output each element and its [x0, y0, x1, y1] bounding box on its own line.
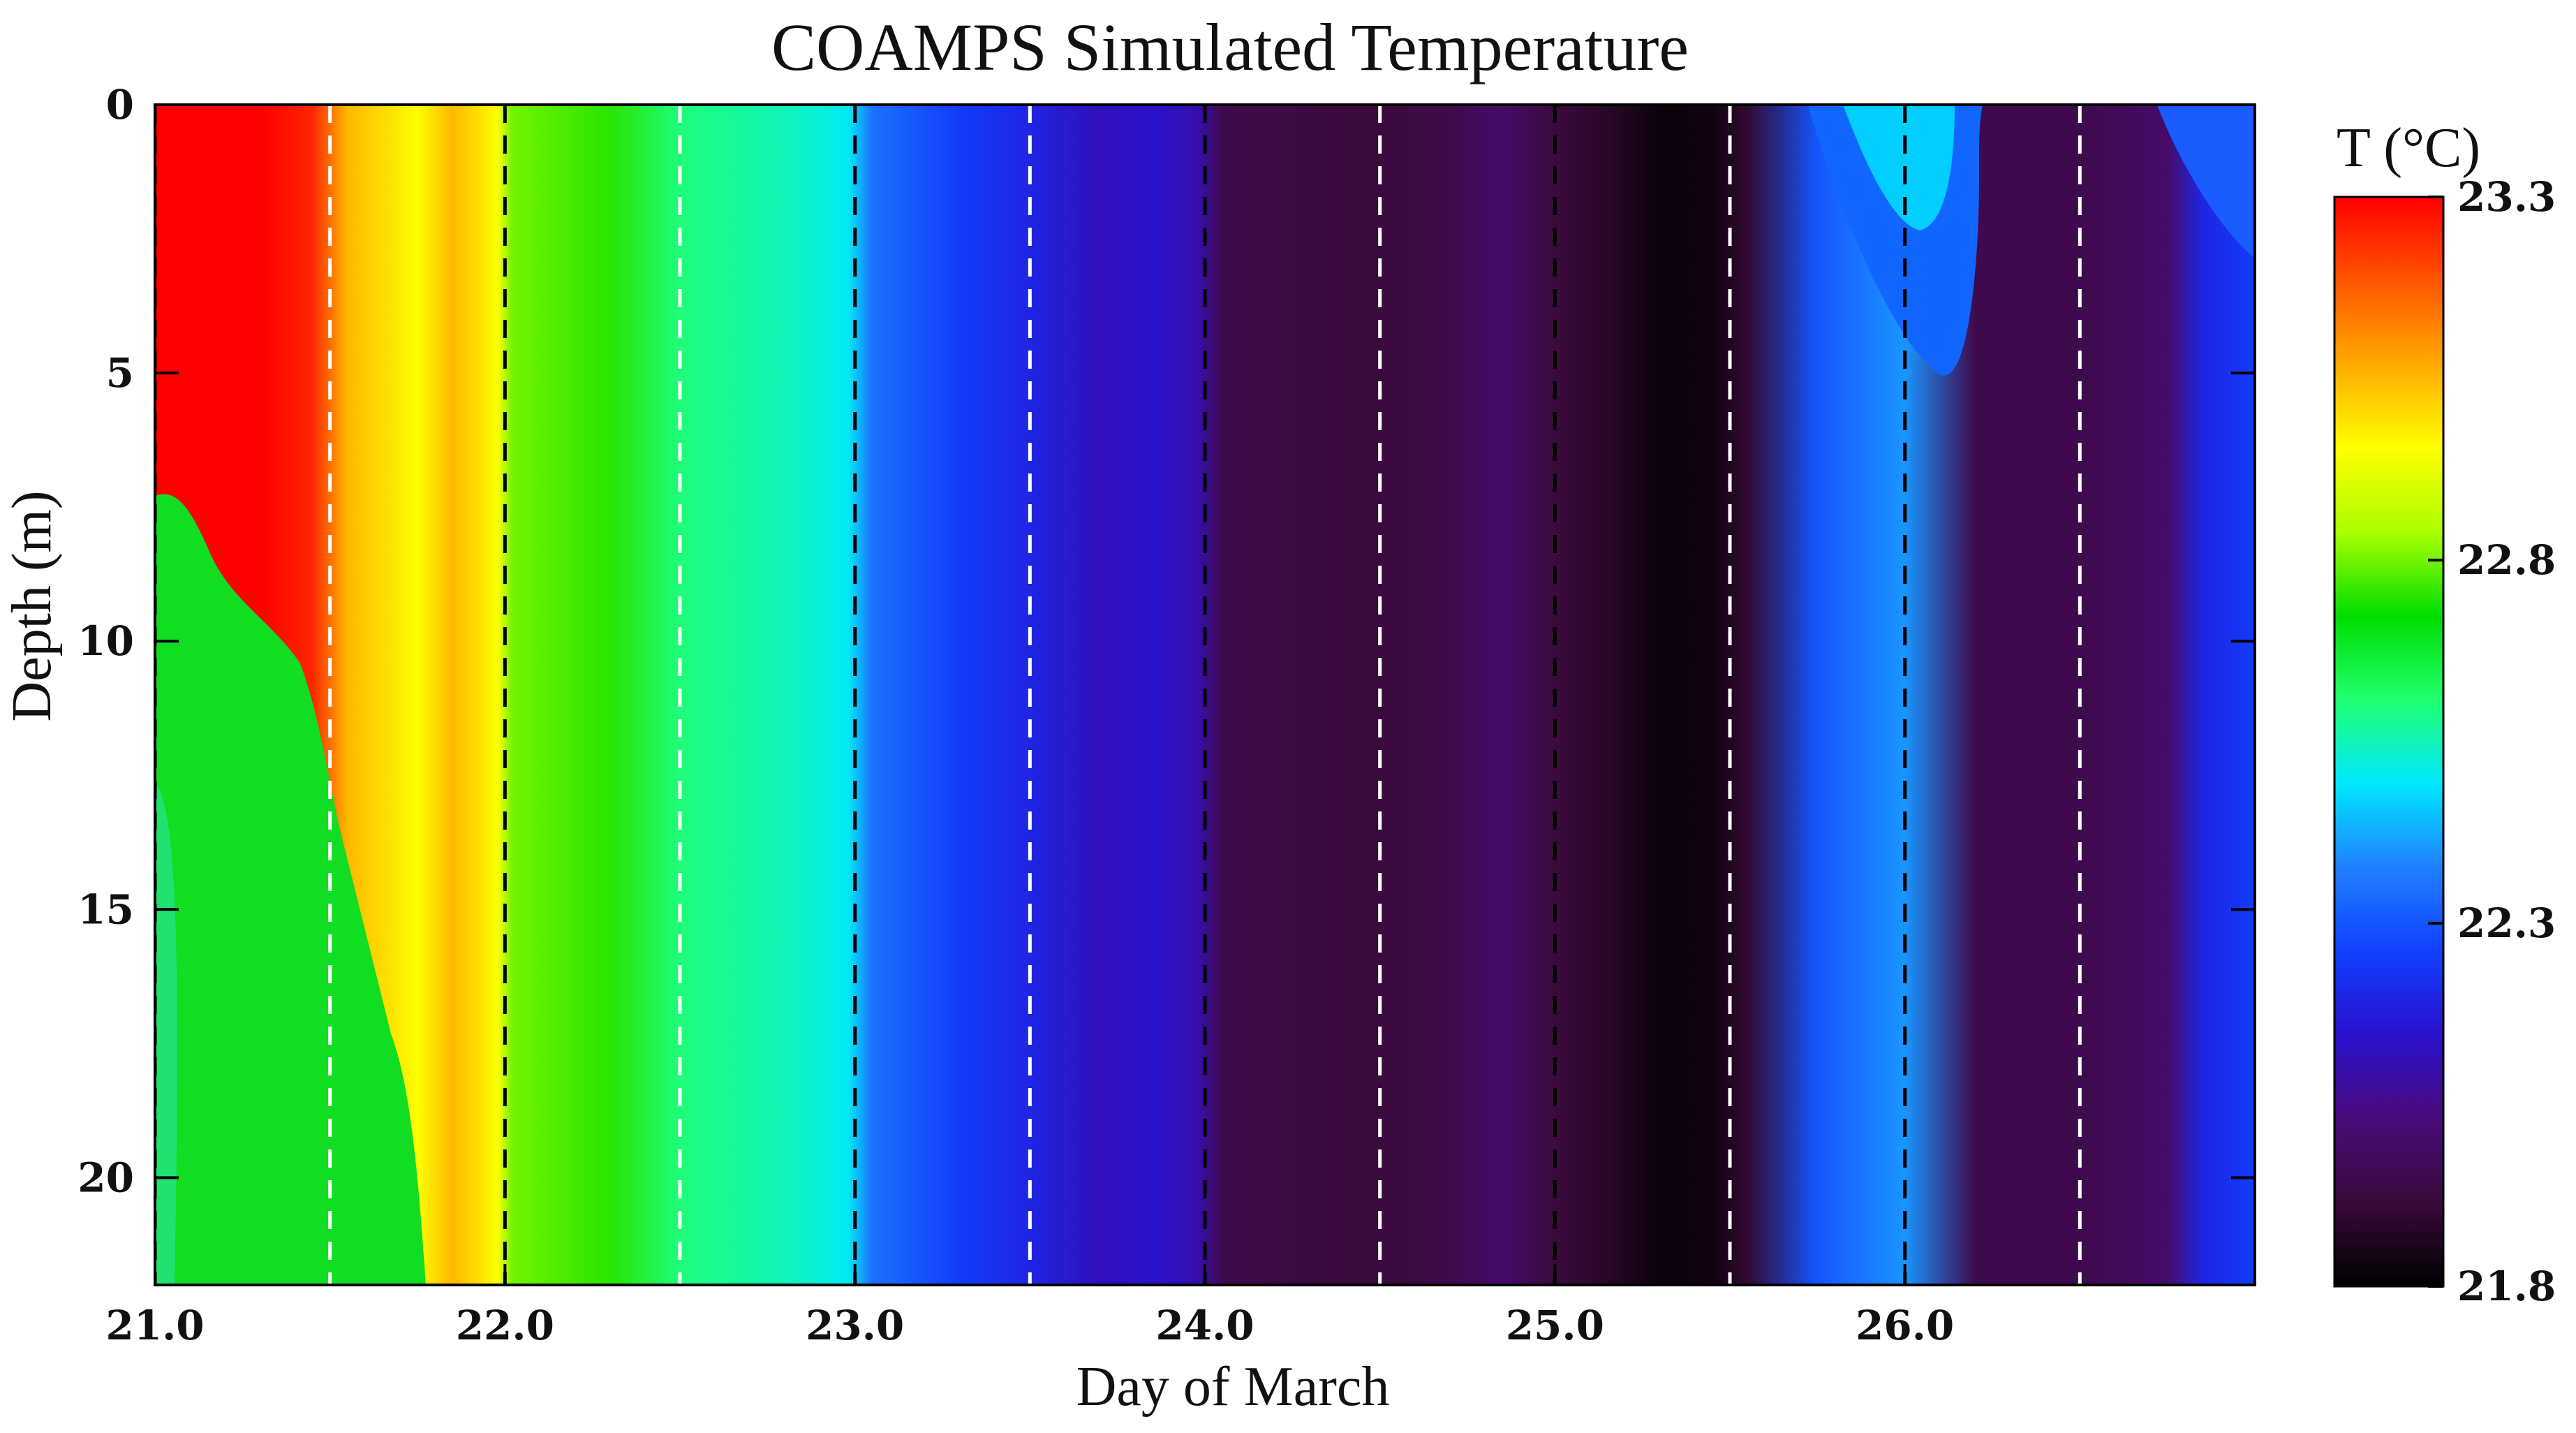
- x-tick-label: 24.0: [1155, 1302, 1254, 1349]
- y-tick-label: 15: [77, 885, 134, 933]
- colorbar-label: T (°C): [2337, 117, 2480, 179]
- x-tick-label: 23.0: [806, 1302, 904, 1349]
- y-tick-label: 10: [77, 617, 134, 665]
- colorbar-tick-label: 21.8: [2457, 1263, 2556, 1310]
- x-axis-label: Day of March: [1076, 1356, 1390, 1418]
- surface-cool-intrusion-core: [1843, 105, 1955, 230]
- colorbar-tick-label: 22.8: [2457, 536, 2556, 584]
- cool-lower-layer-edge: [155, 782, 177, 1285]
- x-tick-label: 21.0: [105, 1302, 204, 1349]
- y-axis-label: Depth (m): [1, 490, 63, 721]
- plot-area: [155, 105, 2255, 1285]
- colorbar-gradient: [2333, 196, 2445, 1288]
- x-tick-label: 26.0: [1856, 1302, 1954, 1349]
- colorbar-ticks: 23.3 22.8 22.3 21.8: [2428, 173, 2556, 1310]
- cool-lower-layer: [155, 494, 426, 1285]
- chart-title: COAMPS Simulated Temperature: [771, 10, 1689, 84]
- x-tick-label: 25.0: [1506, 1302, 1604, 1349]
- late-surface-intrusion: [2157, 105, 2255, 258]
- y-tick-label: 0: [106, 81, 134, 128]
- y-axis: 0 5 10 15 20: [77, 81, 2255, 1201]
- day-gridlines: [155, 105, 2082, 1285]
- colorbar: T (°C) 23.3 22.8 22.3 21.8: [2333, 117, 2556, 1310]
- x-tick-label: 22.0: [456, 1302, 554, 1349]
- subsurface-features: [155, 105, 2255, 1285]
- x-axis: 21.0 22.0 23.0 24.0 25.0 26.0: [105, 1264, 1954, 1349]
- y-tick-label: 20: [77, 1154, 134, 1201]
- colorbar-tick-label: 22.3: [2457, 899, 2556, 947]
- colorbar-tick-label: 23.3: [2457, 173, 2556, 221]
- y-tick-label: 5: [106, 349, 134, 397]
